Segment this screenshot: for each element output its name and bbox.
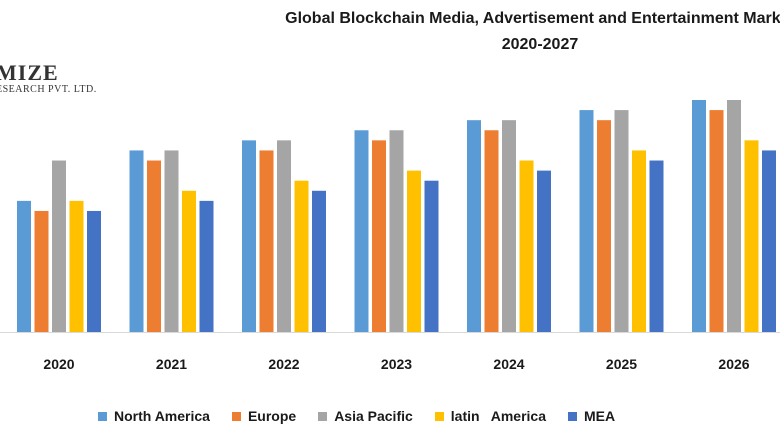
- bar-asia-pacific-2025: [614, 110, 629, 332]
- bar-asia-pacific-2022: [277, 140, 291, 332]
- bar-mea-2022: [312, 190, 326, 332]
- x-tick-label-2024: 2024: [493, 356, 524, 372]
- legend-item-asia-pacific: Asia Pacific: [318, 408, 413, 424]
- bar-asia-pacific-2026: [727, 100, 741, 332]
- bar-europe-2023: [372, 140, 386, 332]
- bar-mea-2026: [762, 150, 776, 332]
- logo-text: MIZE: [0, 60, 59, 85]
- x-tick-label-2021: 2021: [156, 356, 187, 372]
- bar-mea-2020: [87, 210, 101, 332]
- bar-north-america-2026: [692, 100, 706, 332]
- legend-item-north-america: North America: [98, 408, 210, 424]
- bar-north-america-2020: [17, 200, 31, 332]
- chart-title-line-2: 2020-2027: [501, 36, 579, 53]
- bar-north-america-2025: [579, 110, 594, 332]
- bar-asia-pacific-2024: [502, 120, 516, 332]
- logo-subtext: ESEARCH PVT. LTD.: [0, 84, 97, 95]
- legend-swatch: [567, 411, 577, 421]
- bar-mea-2024: [537, 170, 551, 332]
- bar-asia-pacific-2021: [164, 150, 179, 332]
- x-tick-label-2026: 2026: [718, 356, 749, 372]
- x-tick-label-2020: 2020: [43, 356, 74, 372]
- bar-europe-2026: [709, 110, 724, 332]
- bar-europe-2021: [147, 160, 161, 332]
- legend-swatch: [318, 411, 328, 421]
- bar-north-america-2024: [467, 120, 481, 332]
- legend-swatch: [98, 411, 107, 421]
- bar-north-america-2023: [354, 130, 369, 332]
- watermark-logo: MIZE ESEARCH PVT. LTD.: [0, 62, 97, 96]
- bar-europe-2024: [484, 130, 499, 332]
- bar-latin-america-2023: [407, 170, 421, 332]
- legend-item-mea: MEA: [567, 408, 616, 424]
- x-tick-labels: 2020 2021 2022 2023 2024 2025 2026: [43, 356, 749, 372]
- legend-item-europe: Europe: [231, 408, 297, 424]
- bar-latin-america-2022: [294, 180, 309, 332]
- bars-group: [17, 100, 776, 332]
- x-tick-label-2023: 2023: [381, 356, 412, 372]
- legend-label: Asia Pacific: [334, 408, 413, 424]
- legend-swatch: [231, 411, 241, 421]
- bar-mea-2025: [649, 160, 664, 332]
- bar-europe-2022: [259, 150, 274, 332]
- legend-swatch: [434, 411, 444, 421]
- bar-europe-2025: [597, 120, 611, 332]
- bar-mea-2023: [424, 180, 439, 332]
- legend-item-latin-america: latin America: [434, 408, 546, 424]
- legend-label: North America: [114, 408, 210, 424]
- legend-label: latin America: [450, 408, 546, 424]
- bar-latin-america-2021: [182, 190, 196, 332]
- bar-latin-america-2026: [744, 140, 759, 332]
- bar-latin-america-2020: [69, 200, 84, 332]
- bar-north-america-2021: [129, 150, 144, 332]
- bar-latin-america-2025: [632, 150, 646, 332]
- legend: North America Europe Asia Pacific latin Ame…: [98, 408, 637, 424]
- bar-asia-pacific-2020: [52, 160, 66, 332]
- bar-asia-pacific-2023: [389, 130, 404, 332]
- x-tick-label-2025: 2025: [606, 356, 637, 372]
- legend-label: MEA: [583, 408, 616, 424]
- bar-mea-2021: [199, 200, 214, 332]
- chart-title-line-1: Global Blockchain Media, Advertisement a…: [285, 10, 780, 27]
- legend-label: Europe: [247, 408, 297, 424]
- bar-north-america-2022: [242, 140, 256, 332]
- x-tick-label-2022: 2022: [268, 356, 299, 372]
- bar-latin-america-2024: [519, 160, 534, 332]
- bar-europe-2020: [34, 210, 49, 332]
- chart-title: Global Blockchain Media, Advertisement a…: [170, 6, 780, 58]
